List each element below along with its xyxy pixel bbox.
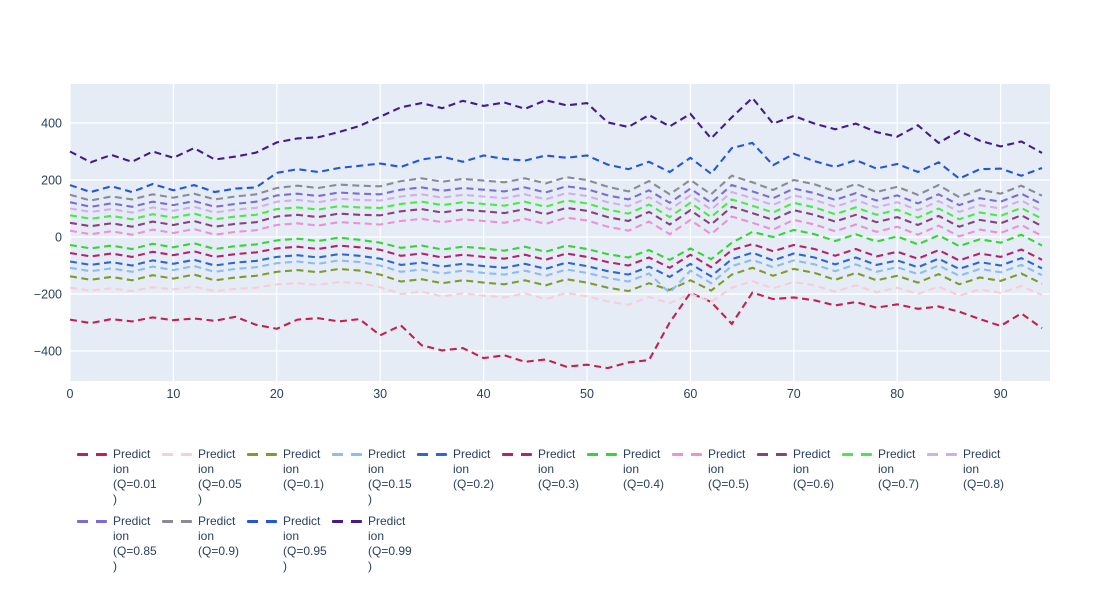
x-tick-label: 20 <box>270 387 284 401</box>
x-tick-label: 70 <box>787 387 801 401</box>
legend-dash-swatch <box>162 453 192 456</box>
legend-label: Predict ion (Q=0.3) <box>538 447 580 491</box>
y-tick-label: −200 <box>34 288 62 302</box>
y-tick-label: 0 <box>55 231 62 245</box>
legend-label: Predict ion (Q=0.6) <box>793 447 835 491</box>
legend-item-q0-95[interactable]: Predict ion (Q=0.95 ) <box>247 514 332 574</box>
x-tick-label: 40 <box>477 387 491 401</box>
legend-dash-swatch <box>332 520 362 523</box>
series-line-q0-6 <box>69 205 1043 228</box>
series-line-q0-01 <box>69 291 1043 370</box>
series-line-q0-8 <box>69 190 1043 214</box>
x-tick-label: 0 <box>67 387 74 401</box>
legend-label: Predict ion (Q=0.8) <box>963 447 1005 491</box>
legend-dash-swatch <box>757 453 787 456</box>
legend-label: Predict ion (Q=0.9) <box>198 514 240 558</box>
legend-label: Predict ion (Q=0.2) <box>453 447 495 491</box>
legend-item-q0-3[interactable]: Predict ion (Q=0.3) <box>502 447 587 492</box>
series-line-q0-3 <box>69 242 1043 270</box>
y-tick-label: 400 <box>41 117 62 131</box>
x-tick-label: 10 <box>166 387 180 401</box>
legend-label: Predict ion (Q=0.85 ) <box>113 514 157 573</box>
legend-dash-swatch <box>332 453 362 456</box>
legend-item-q0-01[interactable]: Predict ion (Q=0.01 ) <box>77 447 162 507</box>
legend-label: Predict ion (Q=0.1) <box>283 447 325 491</box>
x-tick-label: 50 <box>580 387 594 401</box>
legend-dash-swatch <box>77 453 107 456</box>
legend-label: Predict ion (Q=0.15 ) <box>368 447 412 506</box>
legend-item-q0-7[interactable]: Predict ion (Q=0.7) <box>842 447 927 492</box>
legend-dash-swatch <box>927 453 957 456</box>
x-tick-label: 30 <box>373 387 387 401</box>
legend-item-q0-05[interactable]: Predict ion (Q=0.05 ) <box>162 447 247 507</box>
series-line-q0-2 <box>69 251 1043 279</box>
legend-label: Predict ion (Q=0.95 ) <box>283 514 327 573</box>
legend-item-q0-2[interactable]: Predict ion (Q=0.2) <box>417 447 502 492</box>
legend-item-q0-99[interactable]: Predict ion (Q=0.99 ) <box>332 514 417 574</box>
legend-item-q0-1[interactable]: Predict ion (Q=0.1) <box>247 447 332 492</box>
series-line-q0-4 <box>69 228 1043 261</box>
chart-canvas[interactable]: 0 10 20 30 40 50 60 70 80 90 −400 −200 0 200 400 <box>0 0 1102 435</box>
legend-item-q0-5[interactable]: Predict ion (Q=0.5) <box>672 447 757 492</box>
legend-dash-swatch <box>672 453 702 456</box>
series-line-q0-15 <box>69 258 1043 295</box>
y-tick-label: −400 <box>34 345 62 359</box>
legend-item-q0-4[interactable]: Predict ion (Q=0.4) <box>587 447 672 492</box>
legend-dash-swatch <box>162 520 192 523</box>
legend-item-q0-85[interactable]: Predict ion (Q=0.85 ) <box>77 514 162 574</box>
legend-dash-swatch <box>587 453 617 456</box>
chart-legend: Predict ion (Q=0.01 ) Predict ion (Q=0.05… <box>77 447 1022 581</box>
series-line-q0-85 <box>69 183 1043 208</box>
legend-label: Predict ion (Q=0.4) <box>623 447 665 491</box>
legend-dash-swatch <box>502 453 532 456</box>
plot-area[interactable] <box>70 84 1050 381</box>
x-tick-label: 80 <box>890 387 904 401</box>
legend-item-q0-9[interactable]: Predict ion (Q=0.9) <box>162 514 247 559</box>
legend-item-q0-8[interactable]: Predict ion (Q=0.8) <box>927 447 1012 492</box>
x-tick-label: 90 <box>994 387 1008 401</box>
series-line-q0-99 <box>69 96 1043 164</box>
y-tick-label: 200 <box>41 174 62 188</box>
legend-dash-swatch <box>247 520 277 523</box>
legend-label: Predict ion (Q=0.5) <box>708 447 750 491</box>
legend-dash-swatch <box>842 453 872 456</box>
legend-label: Predict ion (Q=0.01 ) <box>113 447 157 506</box>
x-tick-label: 60 <box>683 387 697 401</box>
legend-item-q0-15[interactable]: Predict ion (Q=0.15 ) <box>332 447 417 507</box>
series-line-q0-5 <box>69 215 1043 238</box>
legend-item-q0-6[interactable]: Predict ion (Q=0.6) <box>757 447 842 492</box>
legend-dash-swatch <box>77 520 107 523</box>
series-line-q0-05 <box>69 280 1043 306</box>
series-line-q0-9 <box>69 174 1043 202</box>
legend-label: Predict ion (Q=0.99 ) <box>368 514 412 573</box>
legend-dash-swatch <box>417 453 447 456</box>
legend-dash-swatch <box>247 453 277 456</box>
legend-label: Predict ion (Q=0.05 ) <box>198 447 242 506</box>
series-line-q0-1 <box>69 266 1043 293</box>
legend-label: Predict ion (Q=0.7) <box>878 447 920 491</box>
series-line-q0-7 <box>69 198 1043 221</box>
